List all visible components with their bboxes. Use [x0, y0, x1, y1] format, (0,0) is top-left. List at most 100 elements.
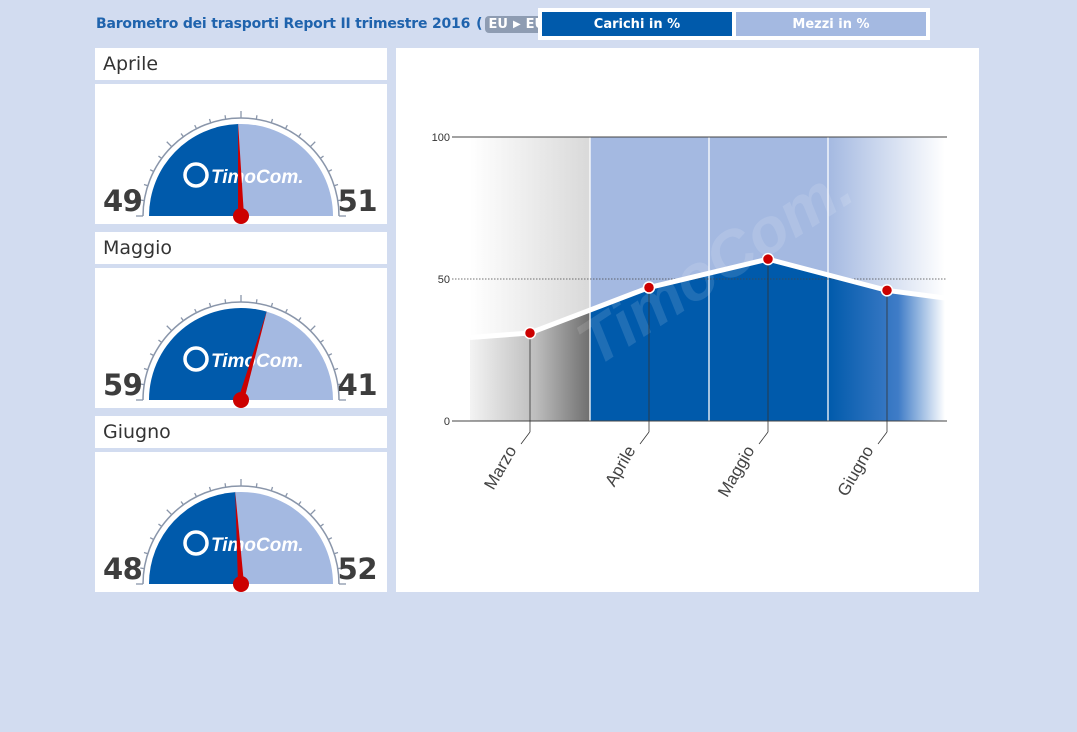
gauge-tick: [298, 133, 302, 138]
gauge-tick: [319, 339, 324, 343]
data-point: [642, 281, 656, 294]
gauge-tick: [270, 302, 274, 307]
report-header: Barometro dei trasporti Report II trimes…: [96, 9, 558, 39]
gauge-right-sector: [238, 124, 333, 216]
gauge-tick: [298, 501, 302, 506]
data-point: [880, 284, 894, 297]
gauge-tick: [140, 199, 145, 202]
gauge-tick: [284, 492, 288, 497]
line-chart-panel: TimoCom. 0 50 100 Marzo Aprile Maggio Giugno: [396, 48, 979, 592]
gauge-tick: [270, 486, 274, 491]
gauge-tick: [309, 325, 316, 332]
gauge-tick: [166, 509, 173, 516]
gauge-tick: [158, 523, 163, 527]
x-tick-label: Marzo: [480, 443, 520, 493]
play-arrow-icon: ▶: [512, 18, 521, 30]
leader-line: [520, 431, 531, 445]
gauge-tick: [255, 299, 258, 304]
logo-text: TimoCom.: [211, 167, 304, 188]
timocom-logo-icon: TimoCom.: [183, 162, 304, 188]
y-tick-label: 0: [444, 416, 450, 428]
tab-mezzi[interactable]: Mezzi in %: [736, 12, 926, 36]
gauge-needle: [235, 491, 244, 585]
gauge-right-value: 41: [337, 368, 378, 402]
gauge-tick: [140, 567, 145, 570]
gauge-left-sector: [149, 308, 267, 400]
x-tick-label: Maggio: [714, 443, 758, 501]
gauge-tick: [284, 308, 288, 313]
tab-bar: Carichi in % Mezzi in %: [538, 8, 930, 40]
gauge-tick: [224, 115, 227, 120]
gauge-svg: TimoCom.: [136, 479, 346, 592]
leader-line: [758, 431, 769, 445]
y-tick-label: 50: [438, 274, 450, 286]
gauge-needle: [238, 123, 244, 217]
gauge-right-sector: [235, 492, 333, 584]
x-tick-label: Giugno: [834, 443, 878, 500]
gauge-tick: [309, 509, 316, 516]
gauge-tick: [328, 537, 333, 541]
gauge-right-value: 52: [337, 552, 378, 586]
gauge-tick: [334, 551, 339, 555]
gauge-tick: [255, 483, 258, 488]
gauge-tick: [208, 486, 212, 491]
gauge-tick: [143, 551, 148, 555]
gauge-tick: [143, 367, 148, 371]
gauge-tick: [158, 155, 163, 159]
page-title: Barometro dei trasporti Report II trimes…: [96, 16, 471, 32]
gauge-tick: [298, 317, 302, 322]
logo-text: TimoCom.: [211, 351, 304, 372]
gauge-svg: TimoCom.: [136, 295, 346, 408]
logo-text: TimoCom.: [211, 535, 304, 556]
data-point: [761, 252, 775, 266]
month-label-giugno: Giugno: [95, 416, 387, 448]
gauge-tick: [166, 325, 173, 332]
data-point: [523, 326, 537, 340]
gauge-tick: [180, 501, 184, 506]
leader-line: [639, 431, 650, 445]
gauge-left-sector: [149, 124, 241, 216]
gauge-needle-hub: [233, 576, 249, 592]
gauge-maggio: TimoCom. 59 41: [95, 268, 387, 408]
gauge-needle: [238, 310, 267, 401]
gauge-tick: [224, 483, 227, 488]
gauge-svg: TimoCom.: [136, 111, 346, 224]
gauge-left-value: 48: [103, 552, 143, 586]
tab-carichi[interactable]: Carichi in %: [542, 12, 732, 36]
gauge-tick: [309, 141, 316, 148]
gauge-tick: [149, 169, 154, 173]
gauge-tick: [328, 353, 333, 357]
gauge-tick: [158, 339, 163, 343]
gauge-tick: [194, 124, 198, 129]
gauge-tick: [194, 308, 198, 313]
gauge-left-sector: [149, 492, 241, 584]
gauge-tick: [334, 183, 339, 187]
gauge-aprile: TimoCom. 49 51: [95, 84, 387, 224]
gauge-tick: [334, 367, 339, 371]
gauge-needle-hub: [233, 208, 249, 224]
gauge-right-sector: [241, 311, 333, 400]
region-from: EU: [488, 16, 508, 32]
gauge-tick: [166, 141, 173, 148]
gauge-tick: [328, 169, 333, 173]
gauge-tick: [337, 383, 342, 386]
gauge-tick: [284, 124, 288, 129]
y-tick-label: 100: [432, 132, 450, 144]
x-tick-label: Aprile: [601, 443, 639, 490]
gauge-tick: [149, 353, 154, 357]
timocom-logo-icon: TimoCom.: [183, 530, 304, 556]
gauge-tick: [208, 118, 212, 123]
logo-c-mark: [183, 530, 209, 556]
timocom-logo-icon: TimoCom.: [183, 346, 304, 372]
gauge-needle-hub: [233, 392, 249, 408]
gauge-tick: [194, 492, 198, 497]
gauge-tick: [140, 383, 145, 386]
gauge-tick: [319, 523, 324, 527]
logo-c-mark: [183, 162, 209, 188]
gauge-right-value: 51: [337, 184, 378, 218]
gauge-left-value: 59: [103, 368, 143, 402]
paren-open: (: [476, 16, 483, 32]
gauge-giugno: TimoCom. 48 52: [95, 452, 387, 592]
gauge-tick: [180, 317, 184, 322]
gauge-left-value: 49: [103, 184, 143, 218]
